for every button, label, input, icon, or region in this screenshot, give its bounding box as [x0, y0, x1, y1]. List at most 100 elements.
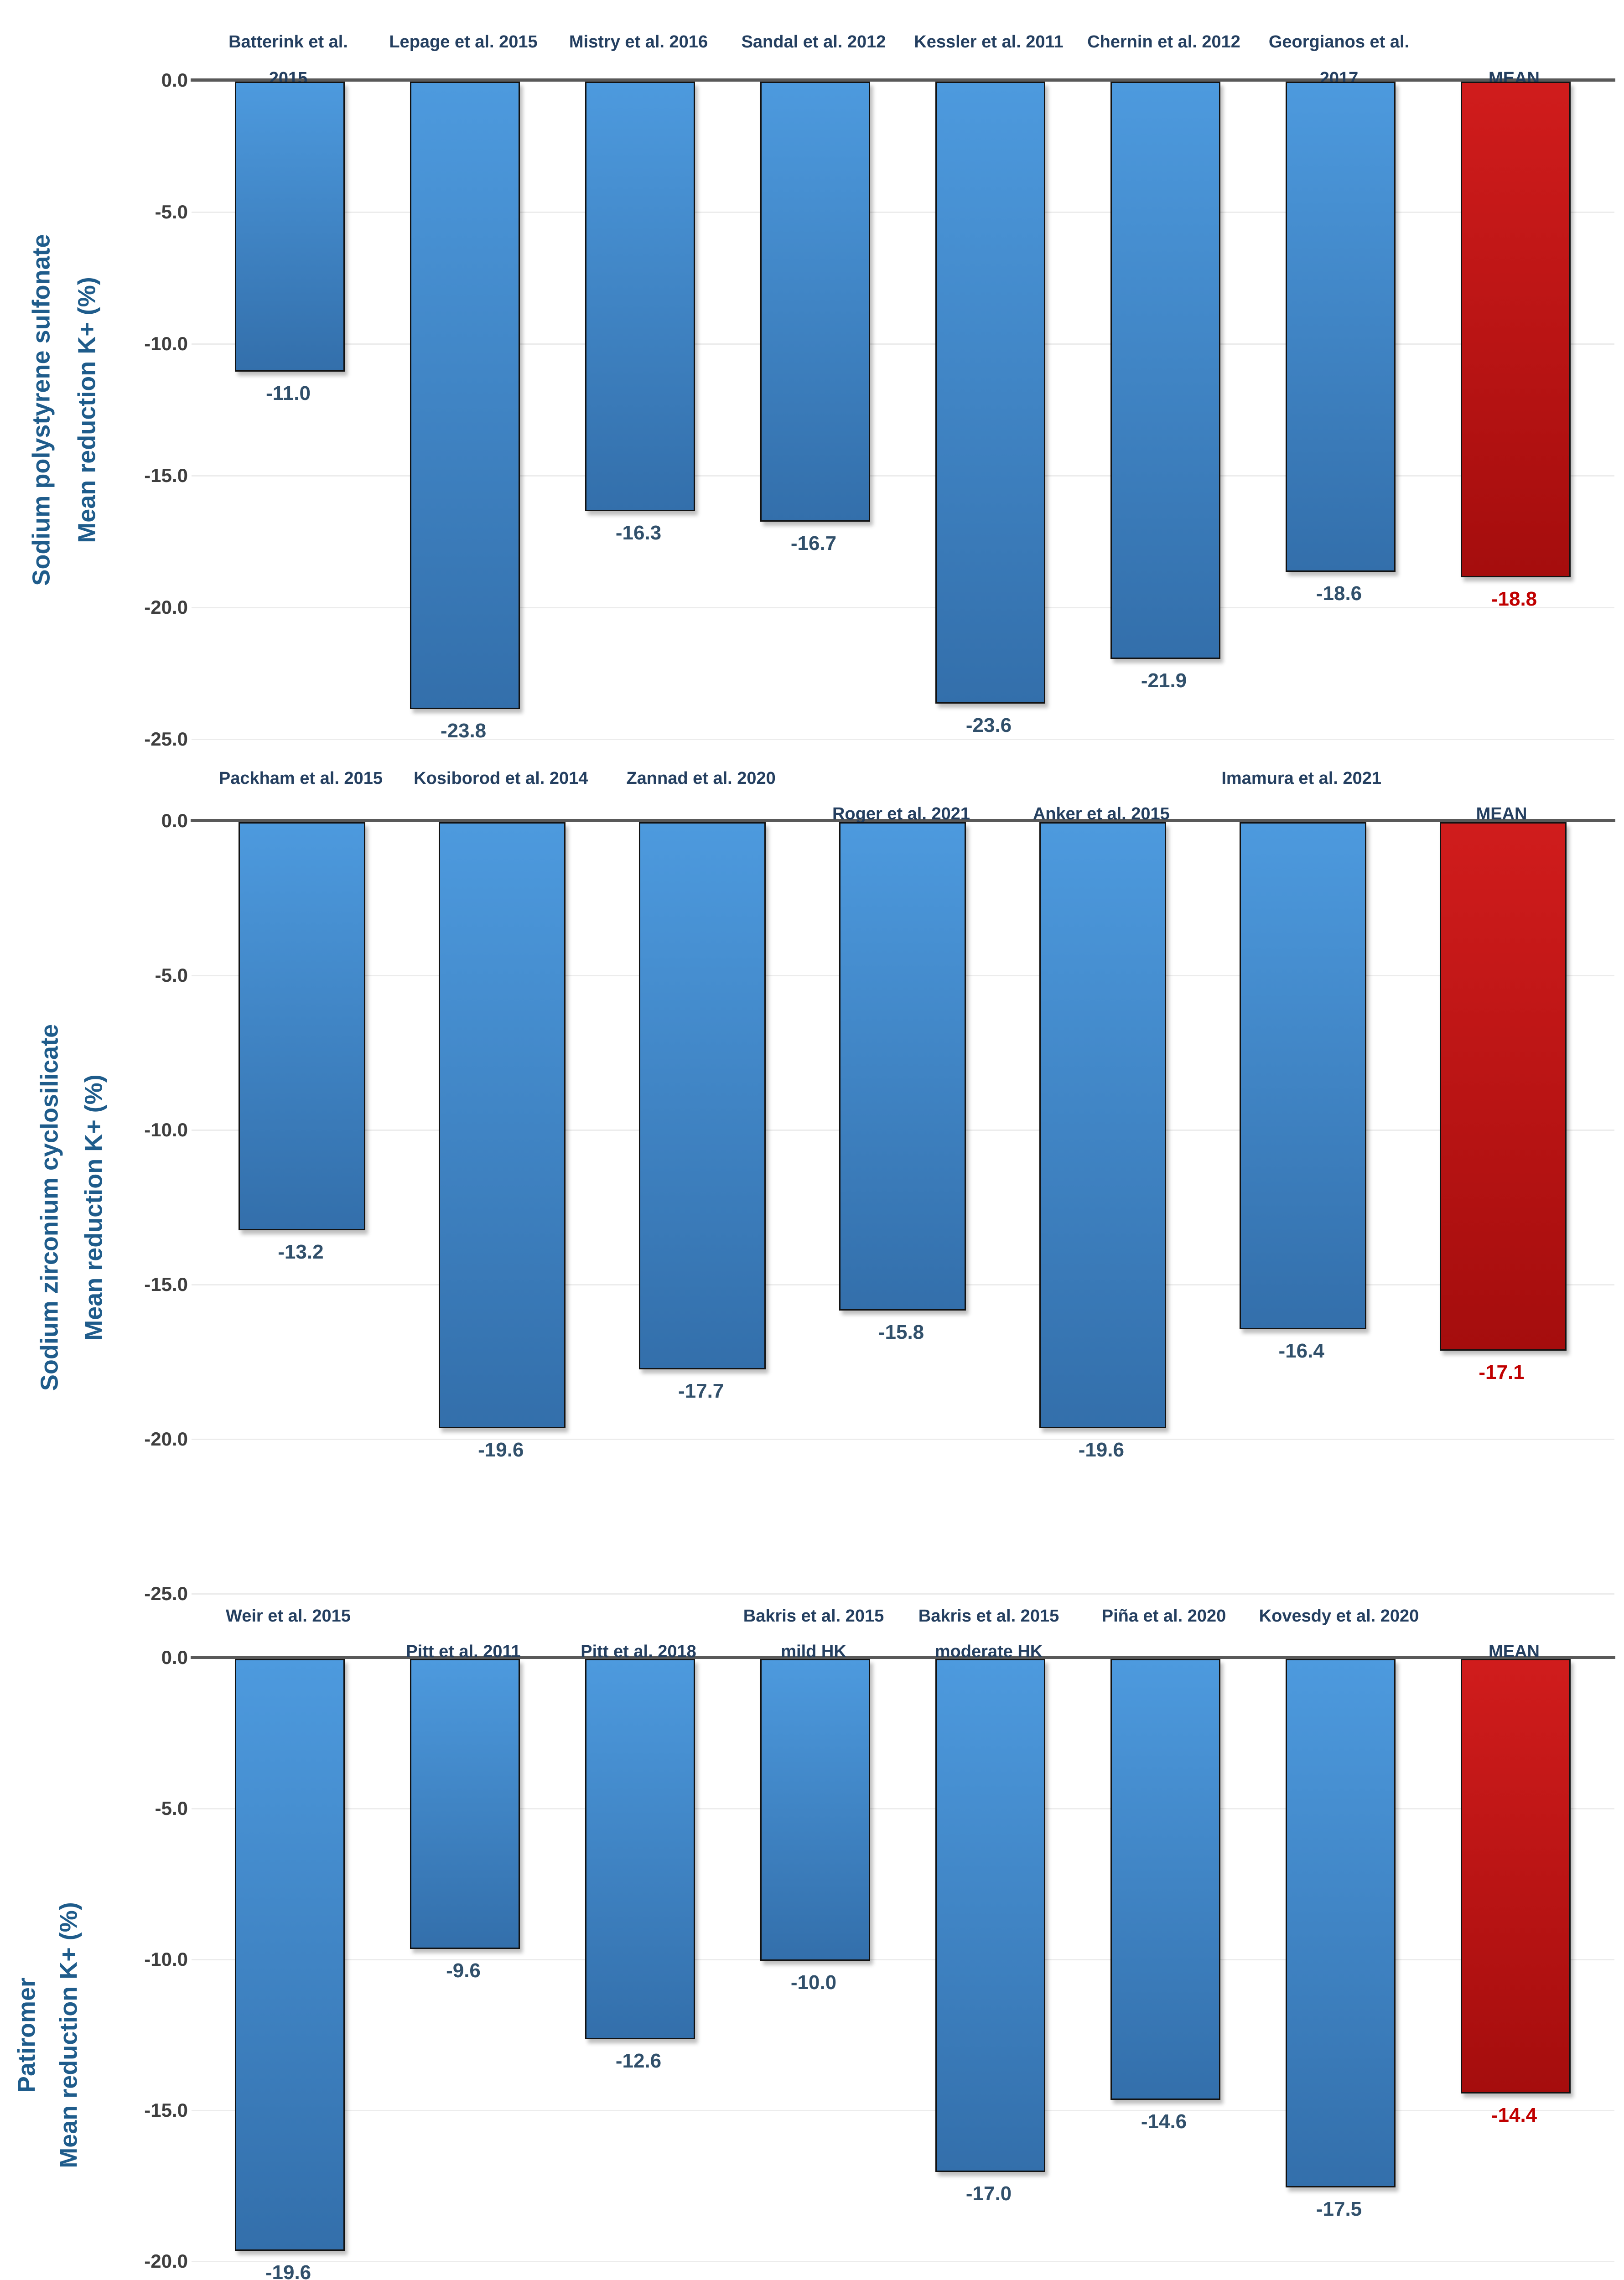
category-label: Mistry et al. 2016 — [569, 32, 708, 52]
value-label: -23.8 — [440, 719, 487, 742]
study-bar — [1285, 82, 1396, 572]
zero-axis-line — [191, 819, 1615, 822]
category-label: Pitt et al. 2018 — [581, 1642, 696, 1661]
category-label: Packham et al. 2015 — [218, 769, 383, 788]
study-bar — [234, 82, 345, 372]
study-bar — [585, 82, 695, 512]
category-label: Pitt et al. 2011 — [406, 1642, 521, 1661]
category-label: Kosiborod et al. 2014 — [414, 769, 588, 788]
gridline — [192, 475, 1614, 477]
gridline — [192, 739, 1614, 740]
y-tick-label: -5.0 — [155, 964, 188, 986]
value-label: -19.6 — [478, 1438, 524, 1461]
mean-category-label: MEAN — [1476, 804, 1527, 824]
y-axis-title: Mean reduction K+ (%) — [80, 1074, 107, 1341]
study-bar — [1039, 822, 1166, 1428]
category-label: Anker et al. 2015 — [1033, 804, 1170, 824]
gridline — [192, 1593, 1614, 1595]
category-label: Imamura et al. 2021 — [1221, 769, 1382, 788]
y-tick-label: -10.0 — [144, 1948, 188, 1970]
gridline — [192, 212, 1614, 213]
value-label: -18.8 — [1491, 587, 1537, 610]
study-bar — [760, 82, 870, 522]
y-tick-label: -20.0 — [144, 596, 188, 618]
y-tick-label: -20.0 — [144, 1428, 188, 1450]
y-tick-label: -15.0 — [144, 1274, 188, 1295]
value-label: -19.6 — [1078, 1438, 1124, 1461]
value-label: -16.3 — [615, 522, 662, 544]
study-bar — [439, 822, 566, 1428]
value-label: -14.6 — [1141, 2110, 1187, 2133]
category-label: Bakris et al. 2015 moderate HK — [918, 1606, 1059, 1661]
study-bar — [1285, 1659, 1396, 2187]
study-bar — [234, 1659, 345, 2251]
study-bar — [239, 822, 366, 1230]
value-label: -12.6 — [615, 2050, 662, 2073]
study-bar — [1239, 822, 1366, 1329]
category-label: Sandal et al. 2012 — [741, 32, 886, 52]
study-bar — [585, 1659, 695, 2040]
gridline — [192, 343, 1614, 345]
category-label: Lepage et al. 2015 — [389, 32, 538, 52]
y-tick-label: -20.0 — [144, 2250, 188, 2272]
gridline — [192, 1959, 1614, 1960]
value-label: -21.9 — [1141, 669, 1187, 692]
value-label: -23.6 — [965, 714, 1012, 737]
study-bar — [410, 1659, 520, 1949]
category-label: Piña et al. 2020 — [1101, 1606, 1226, 1626]
study-bar — [410, 82, 520, 709]
mean-bar — [1460, 1659, 1571, 2094]
y-tick-label: -25.0 — [144, 728, 188, 750]
y-axis-title: Sodium zirconium cyclosilicate — [36, 1024, 63, 1391]
gridline — [192, 2261, 1614, 2262]
y-tick-label: -5.0 — [155, 1798, 188, 1819]
value-label: -16.7 — [790, 532, 837, 555]
category-label: Bakris et al. 2015 mild HK — [743, 1606, 884, 1661]
study-bar — [935, 82, 1045, 704]
category-label: Kessler et al. 2011 — [914, 32, 1064, 52]
category-label: Weir et al. 2015 — [226, 1606, 351, 1626]
zero-axis-line — [191, 78, 1615, 82]
category-label: Chernin et al. 2012 — [1087, 32, 1240, 52]
category-label: Kovesdy et al. 2020 — [1259, 1606, 1419, 1626]
mean-bar — [1439, 822, 1567, 1351]
value-label: -9.6 — [446, 1959, 481, 1982]
category-label: Batterink et al. 2015 — [228, 32, 348, 88]
value-label: -17.0 — [965, 2182, 1012, 2205]
gridline — [192, 1808, 1614, 1809]
y-tick-label: -15.0 — [144, 2099, 188, 2121]
y-axis-title: Mean reduction K+ (%) — [55, 1902, 82, 2168]
study-bar — [1110, 82, 1220, 659]
mean-bar — [1460, 82, 1571, 577]
y-tick-label: 0.0 — [161, 810, 188, 831]
y-tick-label: 0.0 — [161, 69, 188, 91]
value-label: -17.7 — [678, 1380, 724, 1403]
value-label: -19.6 — [265, 2261, 311, 2280]
study-bar — [1110, 1659, 1220, 2100]
value-label: -17.5 — [1316, 2197, 1362, 2220]
gridline — [192, 2110, 1614, 2111]
y-tick-label: 0.0 — [161, 1647, 188, 1668]
value-label: -10.0 — [790, 1971, 837, 1994]
y-tick-label: -5.0 — [155, 201, 188, 223]
y-tick-label: -10.0 — [144, 333, 188, 354]
mean-category-label: MEAN — [1489, 1642, 1540, 1661]
gridline — [192, 607, 1614, 608]
y-axis-title: Mean reduction K+ (%) — [73, 276, 100, 543]
value-label: -17.1 — [1479, 1361, 1525, 1384]
value-label: -14.4 — [1491, 2104, 1537, 2127]
study-bar — [839, 822, 966, 1311]
study-bar — [935, 1659, 1045, 2172]
value-label: -11.0 — [266, 382, 311, 404]
gridline — [192, 1439, 1614, 1440]
category-label: Roger et al. 2021 — [832, 804, 970, 824]
y-tick-label: -15.0 — [144, 465, 188, 486]
study-bar — [760, 1659, 870, 1961]
value-label: -18.6 — [1316, 582, 1362, 605]
study-bar — [639, 822, 766, 1370]
y-tick-label: -25.0 — [144, 1583, 188, 1604]
category-label: Zannad et al. 2020 — [626, 769, 776, 788]
value-label: -13.2 — [278, 1240, 324, 1263]
y-axis-title: Patiromer — [13, 1977, 40, 2093]
